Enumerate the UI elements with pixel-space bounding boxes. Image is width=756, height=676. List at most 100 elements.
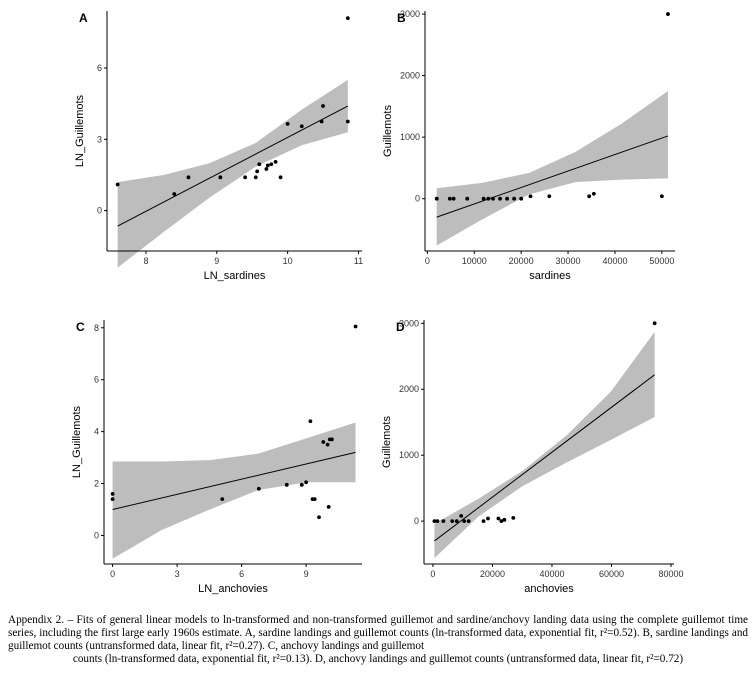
x-tick-label: 10000 xyxy=(462,256,487,266)
data-point xyxy=(465,196,470,201)
data-point xyxy=(257,162,262,167)
data-point xyxy=(587,194,592,199)
confidence-band xyxy=(436,91,668,246)
panel-a: 8 9 10 11 0 3 6 LN_sardines LN_Guillemots A xyxy=(74,11,363,282)
panel-d: 0 20000 40000 60000 80000 0 1000 2000 3000 anchov… xyxy=(381,318,684,595)
x-tick-label: 6 xyxy=(239,569,244,579)
y-tick-label: 1000 xyxy=(399,450,419,460)
figure-caption: Appendix 2. – Fits of general linear mod… xyxy=(8,614,748,666)
x-tick-label: 8 xyxy=(143,256,148,266)
data-point xyxy=(243,175,248,180)
y-tick-label: 3000 xyxy=(400,9,420,19)
data-point xyxy=(459,513,464,518)
y-axis-title: Guillemots xyxy=(381,416,393,468)
confidence-band xyxy=(112,422,356,559)
y-tick-label: 3000 xyxy=(399,318,419,328)
x-tick-label: 0 xyxy=(430,569,435,579)
data-point xyxy=(511,515,516,520)
x-tick-label: 10 xyxy=(283,256,293,266)
y-tick-label: 0 xyxy=(97,206,102,216)
data-point xyxy=(265,163,270,168)
y-tick-label: 2 xyxy=(94,479,99,489)
data-point xyxy=(462,519,467,524)
data-point xyxy=(269,162,274,167)
y-tick-label: 0 xyxy=(94,530,99,540)
data-point xyxy=(256,486,261,491)
x-tick-label: 20000 xyxy=(480,569,505,579)
x-tick-label: 0 xyxy=(110,569,115,579)
data-point xyxy=(353,324,358,329)
data-point xyxy=(659,194,664,199)
data-point xyxy=(321,104,325,108)
data-point xyxy=(481,519,486,524)
data-point xyxy=(110,492,115,496)
caption-line-1: Appendix 2. – Fits of general linear mod… xyxy=(8,614,748,639)
data-point xyxy=(312,497,317,502)
data-point xyxy=(321,440,326,444)
data-point xyxy=(486,196,491,201)
x-tick-label: 40000 xyxy=(539,569,564,579)
data-point xyxy=(652,321,657,326)
y-axis-title: Guillemots xyxy=(382,105,394,157)
data-point xyxy=(273,159,278,164)
data-point xyxy=(220,497,225,502)
x-axis-title: anchovies xyxy=(524,583,574,595)
fit-line xyxy=(117,105,349,227)
confidence-band xyxy=(434,331,655,559)
data-point xyxy=(498,196,502,201)
y-tick-label: 0 xyxy=(414,516,419,526)
data-point xyxy=(284,482,289,487)
data-point xyxy=(447,196,452,201)
y-axis-title: LN_Guillemots xyxy=(71,405,83,478)
data-point xyxy=(317,515,321,520)
data-point xyxy=(505,196,509,201)
x-axis-title: LN_anchovies xyxy=(198,583,268,595)
data-point xyxy=(330,437,334,442)
y-tick-label: 1000 xyxy=(400,132,420,142)
data-point xyxy=(345,119,350,124)
y-tick-label: 2000 xyxy=(399,384,419,394)
y-tick-label: 0 xyxy=(415,194,420,204)
panel-b: 0 10000 20000 30000 40000 50000 0 1000 2000 3000 s… xyxy=(382,9,675,282)
data-point xyxy=(466,519,471,524)
data-point xyxy=(666,12,670,16)
data-point xyxy=(285,121,290,126)
data-point xyxy=(528,194,533,199)
panel-label: B xyxy=(397,11,406,25)
caption-line-3: counts (ln-transformed data, exponential… xyxy=(72,653,684,665)
x-tick-label: 30000 xyxy=(556,256,581,266)
data-point xyxy=(432,519,437,524)
panel-label: A xyxy=(79,11,88,25)
caption-line-2: exponential fit, r²=0.52). B, sardine la… xyxy=(8,627,749,652)
data-point xyxy=(110,497,115,502)
fit-line xyxy=(112,451,356,510)
x-tick-label: 60000 xyxy=(599,569,624,579)
y-tick-label: 3 xyxy=(97,134,102,144)
x-tick-label: 20000 xyxy=(509,256,534,266)
data-point xyxy=(502,517,507,522)
data-point xyxy=(512,196,517,201)
y-tick-label: 4 xyxy=(94,427,99,437)
x-tick-label: 40000 xyxy=(602,256,627,266)
data-point xyxy=(253,175,258,180)
data-point xyxy=(486,516,490,521)
panel-label: C xyxy=(76,320,85,334)
x-tick-label: 9 xyxy=(214,256,219,266)
panel-label: D xyxy=(396,320,405,334)
data-point xyxy=(491,196,495,201)
data-point xyxy=(304,480,308,485)
data-point xyxy=(308,419,313,424)
x-axis-title: LN_sardines xyxy=(204,270,266,282)
y-tick-label: 6 xyxy=(94,375,99,385)
data-point xyxy=(451,196,456,201)
data-point xyxy=(499,519,504,524)
data-point xyxy=(299,482,304,487)
data-point xyxy=(264,167,269,171)
data-point xyxy=(299,124,304,129)
data-point xyxy=(325,442,330,447)
data-point xyxy=(218,175,223,180)
data-point xyxy=(481,196,486,201)
x-tick-label: 80000 xyxy=(659,569,684,579)
data-point xyxy=(278,175,283,180)
